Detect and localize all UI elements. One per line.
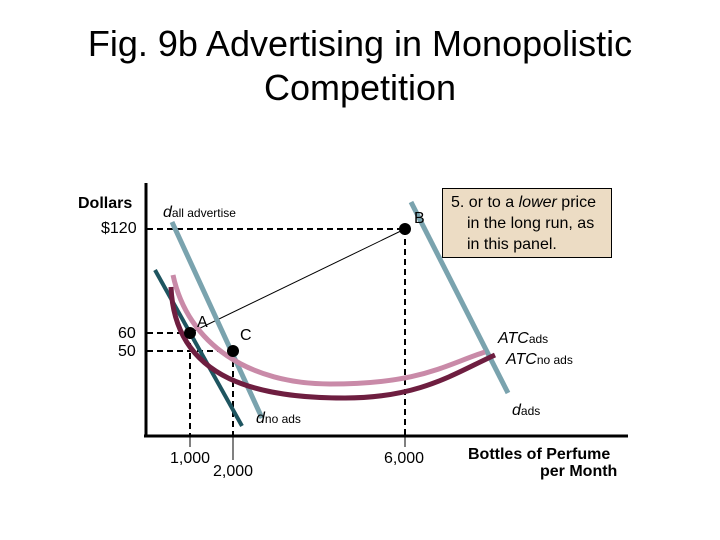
note-text-post: price [556,194,596,211]
point-a [184,327,196,339]
atc-no-ads-main: ATC [506,351,537,368]
title-line-2: Competition [263,67,457,108]
note-line-2: in the long run, as [467,215,595,232]
atc-ads-main: ATC [498,330,529,347]
d-ads-main: d [512,402,521,419]
x-tick-2000: 2,000 [213,463,254,480]
point-b [399,223,411,235]
atc-ads-sub: ads [528,332,549,346]
note-line-3: in this panel. [467,236,557,253]
atc-ads-curve [170,274,486,387]
atc-ads-label: ATCads [498,330,548,348]
atc-no-ads-label: ATCno ads [506,351,573,369]
d-all-main: d [163,204,172,221]
figure-title: Fig. 9b Advertising in Monopolistic Comp… [0,22,720,110]
d-no-ads-main: d [256,410,265,427]
atc-no-ads-curve [168,286,497,401]
y-axis-title: Dollars [78,195,133,212]
d-all-advertise-label: dall advertise [163,204,236,222]
y-tick-120: $120 [101,220,137,237]
x-tick-6000: 6,000 [384,450,425,467]
note-text-em: lower [518,194,557,211]
x-axis-title-line-2: per Month [540,463,618,480]
note-number: 5. [451,194,465,211]
atc-no-ads-sub: no ads [536,353,573,367]
note-text-pre: or to a [468,194,519,211]
y-tick-50: 50 [118,343,136,360]
d-ads-sub: ads [520,404,541,418]
y-tick-60: 60 [118,325,136,342]
d-no-ads-label: dno ads [256,410,301,428]
note-line-1: 5. or to a lower price [451,192,605,213]
d-ads-label: dads [512,402,540,420]
x-tick-1000: 1,000 [170,450,211,467]
d-no-ads-sub: no ads [264,412,301,426]
a-to-b-line [189,228,406,334]
point-a-label: A [197,314,208,331]
point-c-label: C [240,327,252,344]
d-ads-curve [408,200,511,395]
x-axis-title-line-1: Bottles of Perfume [468,446,611,463]
callout-note: 5. or to a lower price in the long run, … [442,188,612,258]
title-line-1: Fig. 9b Advertising in Monopolistic [87,23,633,64]
point-c [227,345,239,357]
point-b-label: B [414,210,425,227]
d-all-sub: all advertise [171,206,236,220]
